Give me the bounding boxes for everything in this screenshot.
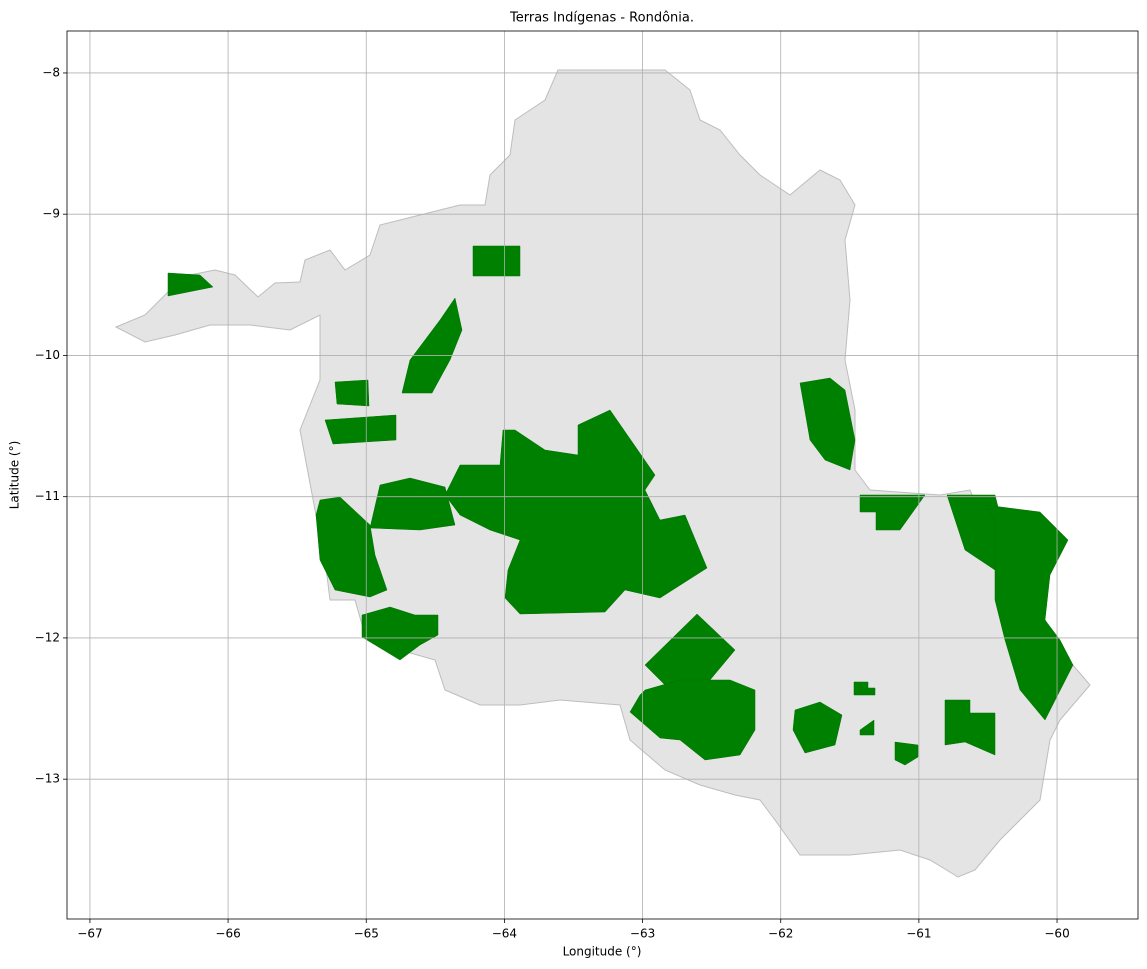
x-axis-label: Longitude (°) <box>563 945 642 959</box>
y-tick-label: −8 <box>42 65 60 79</box>
land-area <box>894 741 919 766</box>
x-tick-label: −65 <box>354 927 379 941</box>
land-area <box>984 504 1074 721</box>
land-area <box>853 681 876 696</box>
land-area <box>859 719 875 736</box>
chart-title: Terras Indígenas - Rondônia. <box>509 11 694 26</box>
x-tick-label: −60 <box>1044 927 1069 941</box>
y-axis-label: Latitude (°) <box>8 441 22 510</box>
axes: −67 −66 −65 −64 −63 −62 −61 −60 −13 −12 −11 −10 −9 −8 <box>35 31 1138 941</box>
land-area <box>792 701 843 754</box>
map-layer <box>114 69 1091 878</box>
land-area <box>315 496 388 598</box>
land-area <box>167 272 214 297</box>
land-area <box>944 699 996 756</box>
x-tick-label: −61 <box>906 927 931 941</box>
x-tick-label: −63 <box>630 927 655 941</box>
x-tick-label: −67 <box>77 927 102 941</box>
land-area <box>401 297 463 394</box>
y-tick-label: −13 <box>35 772 60 786</box>
y-tick-label: −12 <box>35 630 60 644</box>
land-area <box>361 606 439 661</box>
plot-frame <box>66 30 1139 920</box>
x-tick-label: −66 <box>215 927 240 941</box>
x-tick-label: −64 <box>492 927 517 941</box>
y-tick-label: −9 <box>42 207 60 221</box>
x-tick-label: −62 <box>768 927 793 941</box>
y-tick-label: −10 <box>35 348 60 362</box>
land-area <box>334 379 370 407</box>
land-area <box>472 245 521 277</box>
land-area <box>629 679 756 761</box>
land-area <box>859 494 926 531</box>
indigenous-lands <box>167 245 1074 766</box>
y-tick-label: −11 <box>35 489 60 503</box>
land-area <box>324 414 397 445</box>
land-area <box>799 377 856 471</box>
